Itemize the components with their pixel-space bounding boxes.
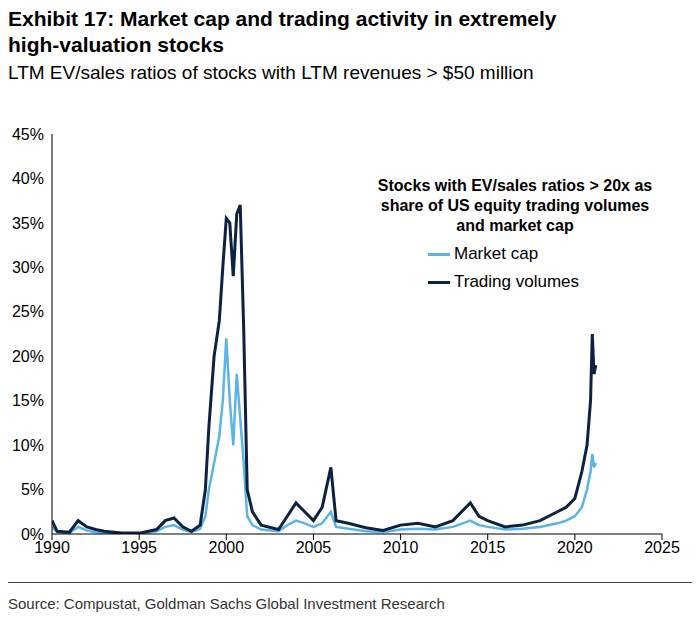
html-text:Trading volumes: Trading volumes bbox=[454, 272, 579, 291]
svg-text:2025: 2025 bbox=[644, 539, 680, 556]
svg-text:2005: 2005 bbox=[296, 539, 332, 556]
svg-text:1995: 1995 bbox=[121, 539, 157, 556]
svg-text:2015: 2015 bbox=[470, 539, 506, 556]
svg-text:2000: 2000 bbox=[208, 539, 244, 556]
svg-text:15%: 15% bbox=[12, 392, 44, 409]
svg-text:0%: 0% bbox=[21, 526, 44, 543]
html-text:Stocks with EV/sales ratios >: Stocks with EV/sales ratios > 20x as sha… bbox=[377, 177, 653, 234]
svg-text:45%: 45% bbox=[12, 126, 44, 143]
html-text:Market cap: Market cap bbox=[454, 244, 539, 263]
html-text:Exhibit 17: Market cap and tra: Exhibit 17: Market cap and trading activ… bbox=[8, 7, 557, 56]
svg-text:1990: 1990 bbox=[34, 539, 70, 557]
svg-text:30%: 30% bbox=[12, 259, 44, 276]
svg-text:2010: 2010 bbox=[383, 539, 419, 556]
svg-text:35%: 35% bbox=[12, 215, 44, 232]
svg-text:5%: 5% bbox=[21, 481, 44, 498]
html-text:LTM EV/sales ratios of stocks: LTM EV/sales ratios of stocks with LTM r… bbox=[8, 62, 534, 83]
svg-text:40%: 40% bbox=[12, 170, 44, 187]
svg-text:25%: 25% bbox=[12, 303, 44, 320]
svg-text:2020: 2020 bbox=[557, 539, 593, 556]
html-text:Source: Compustat, Goldman Sac: Source: Compustat, Goldman Sachs Global … bbox=[8, 595, 445, 612]
svg-text:10%: 10% bbox=[12, 437, 44, 454]
svg-text:20%: 20% bbox=[12, 348, 44, 365]
